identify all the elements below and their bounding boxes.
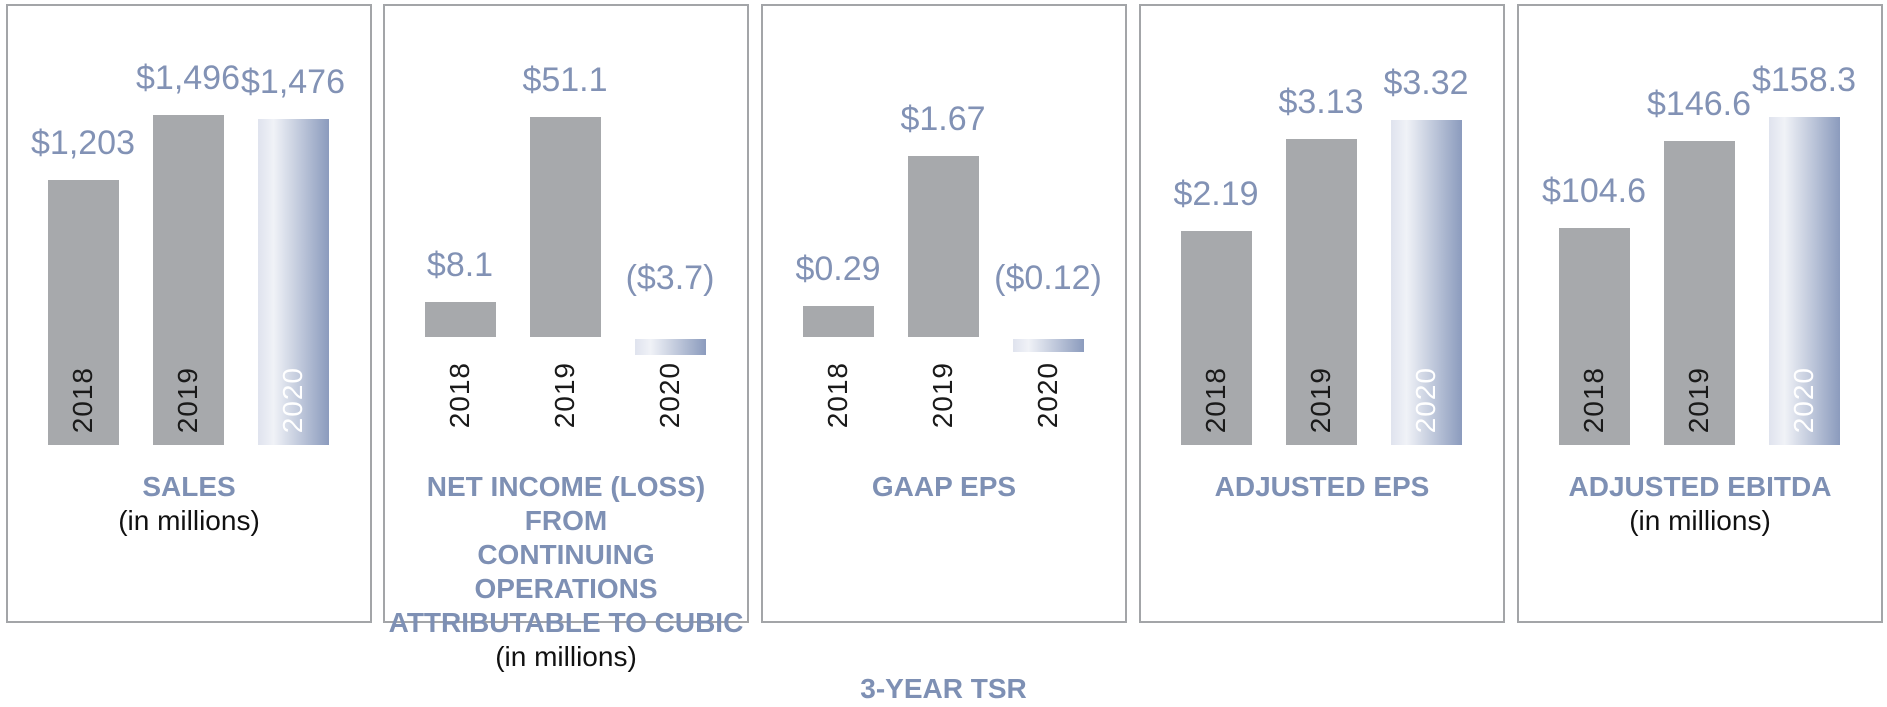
chart-title-block: ADJUSTED EBITDA (in millions) xyxy=(1519,470,1881,538)
chart-panel: $104.6 2018 $146.6 2019 $158.3 2020 ADJUSTED E… xyxy=(1517,4,1883,623)
footer-title: 3-YEAR TSR xyxy=(860,673,1027,704)
bar xyxy=(47,180,119,445)
bar-value-label: $3.13 xyxy=(1278,83,1364,121)
bar-year-label: 2018 xyxy=(444,362,475,429)
chart-title: SALES xyxy=(142,471,236,502)
bar-year-label: 2020 xyxy=(654,362,685,429)
chart-panel: $0.29 2018 $1.67 2019 ($0.12) 2020 GAAP EPS xyxy=(761,4,1127,623)
bar-year-label: 2018 xyxy=(822,362,853,429)
bar-year-label: 2018 xyxy=(1578,366,1609,433)
chart-panel: $2.19 2018 $3.13 2019 $3.32 2020 ADJUSTED EPS xyxy=(1139,4,1505,623)
chart-title: GAAP EPS xyxy=(871,471,1017,502)
bar xyxy=(152,115,224,445)
bar-year-label: 2019 xyxy=(1683,366,1714,433)
bar-year-label: 2020 xyxy=(1788,366,1819,433)
bar xyxy=(1012,339,1084,352)
bar-value-label: $1,476 xyxy=(241,63,345,101)
bar xyxy=(424,302,496,337)
bar-value-label: $158.3 xyxy=(1752,61,1856,99)
chart-panel: $8.1 2018 $51.1 2019 ($3.7) 2020 NET INCOME (L… xyxy=(383,4,749,672)
chart-panel: $1,203 2018 $1,496 2019 $1,476 2020 SALES (in m… xyxy=(6,4,372,623)
chart-subtitle: (in millions) xyxy=(118,505,260,536)
bar-year-label: 2019 xyxy=(927,362,958,429)
chart-title: ATTRIBUTABLE TO CUBIC xyxy=(388,607,744,638)
chart-title-block: ADJUSTED EPS xyxy=(1141,470,1503,504)
bar-year-label: 2019 xyxy=(549,362,580,429)
bar xyxy=(1285,139,1357,445)
bar-year-label: 2019 xyxy=(1305,366,1336,433)
chart-title: NET INCOME (LOSS) FROM xyxy=(426,471,706,536)
bar xyxy=(1390,120,1462,445)
bar-value-label: $3.32 xyxy=(1383,64,1469,102)
chart-title: ADJUSTED EPS xyxy=(1214,471,1430,502)
bar-value-label: ($0.12) xyxy=(994,259,1102,297)
bar-year-label: 2020 xyxy=(277,366,308,433)
bar xyxy=(802,306,874,337)
chart-title: ADJUSTED EBITDA xyxy=(1568,471,1832,502)
bar-value-label: $51.1 xyxy=(522,61,608,99)
bar-value-label: $1,496 xyxy=(136,59,240,97)
bar xyxy=(257,119,329,445)
bar-value-label: $1.67 xyxy=(900,100,986,138)
bar-year-label: 2018 xyxy=(67,366,98,433)
bar-value-label: $8.1 xyxy=(426,246,494,284)
bar-year-label: 2018 xyxy=(1200,366,1231,433)
bar-value-label: $146.6 xyxy=(1647,85,1751,123)
chart-subtitle: (in millions) xyxy=(1629,505,1771,536)
chart-title-block: SALES (in millions) xyxy=(8,470,370,538)
bar xyxy=(1768,117,1840,445)
chart-title-block: NET INCOME (LOSS) FROM CONTINUING OPERATI… xyxy=(385,470,747,674)
bar-value-label: $104.6 xyxy=(1542,172,1646,210)
bar-year-label: 2020 xyxy=(1410,366,1441,433)
bar xyxy=(1180,231,1252,445)
bar-year-label: 2020 xyxy=(1032,362,1063,429)
chart-title-block: GAAP EPS xyxy=(763,470,1125,504)
bar-value-label: $1,203 xyxy=(31,124,135,162)
bar xyxy=(529,117,601,337)
bar xyxy=(1558,228,1630,445)
bar xyxy=(1663,141,1735,445)
bar xyxy=(907,156,979,337)
bar-value-label: $0.29 xyxy=(795,250,881,288)
bar-value-label: ($3.7) xyxy=(625,259,715,297)
bar xyxy=(634,339,706,355)
bar-year-label: 2019 xyxy=(172,366,203,433)
chart-title: CONTINUING OPERATIONS xyxy=(474,539,658,604)
chart-subtitle: (in millions) xyxy=(495,641,637,672)
bar-value-label: $2.19 xyxy=(1173,175,1259,213)
